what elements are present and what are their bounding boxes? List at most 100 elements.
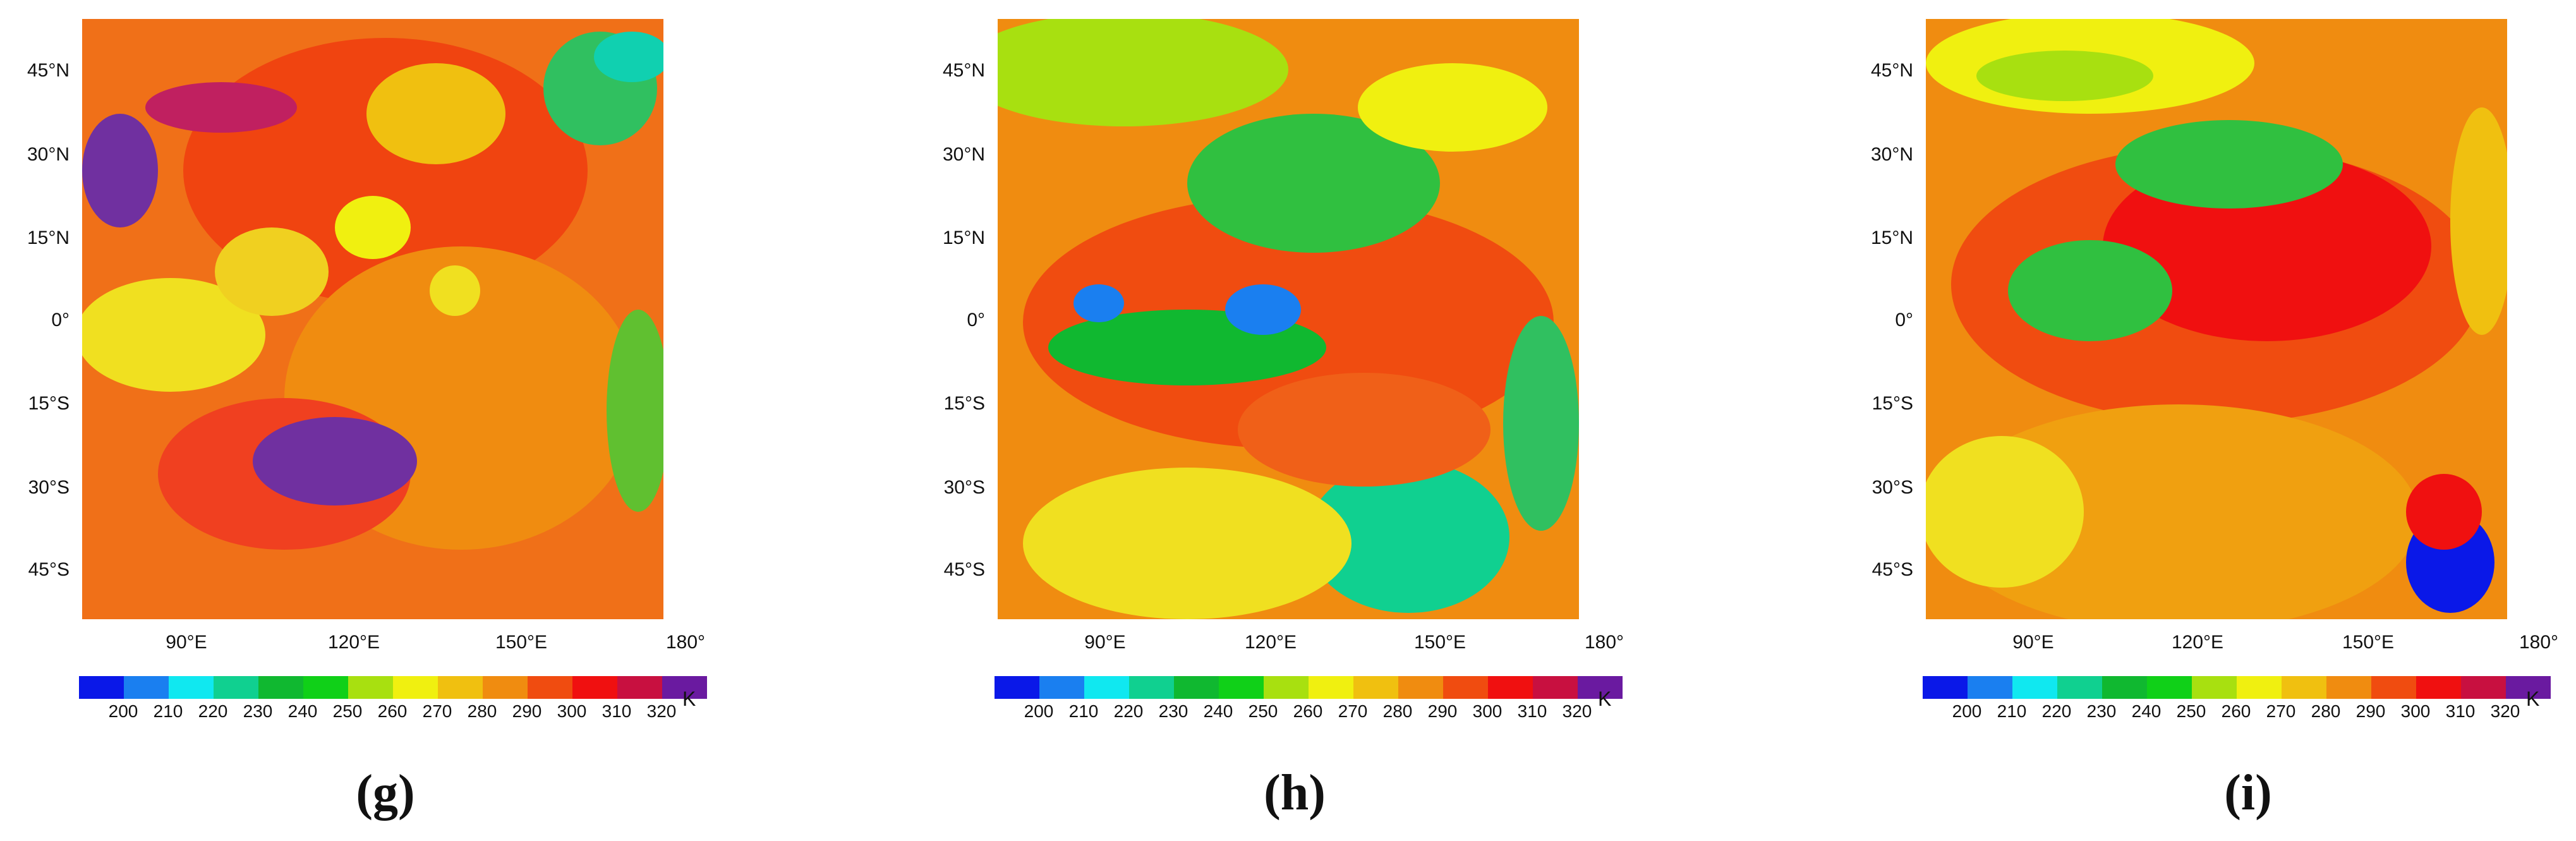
- colorbar-swatch: [1309, 676, 1353, 699]
- lon-label: 120°E: [1244, 632, 1297, 653]
- colorbar-swatch: [169, 676, 214, 699]
- colorbar-swatch: [214, 676, 258, 699]
- colorbar-tick-label: 270: [2266, 701, 2296, 721]
- panel-i: 45°N 30°N 15°N 0° 15°S 30°S 45°S 90°E 12…: [1717, 0, 2576, 841]
- lat-label: 30°S: [28, 477, 70, 498]
- lon-label: 120°E: [2171, 632, 2224, 653]
- colorbar-swatch: [1443, 676, 1488, 699]
- lat-label: 0°: [1895, 310, 1913, 330]
- lon-label: 90°E: [166, 632, 207, 653]
- colorbar-tick-label: 300: [1472, 701, 1503, 721]
- lat-label: 15°S: [943, 393, 985, 414]
- colorbar-swatch: [2192, 676, 2237, 699]
- colorbar-swatch: [2416, 676, 2461, 699]
- colorbar-swatch: [1488, 676, 1533, 699]
- colorbar-tick-label: 260: [2221, 701, 2251, 721]
- lon-label: 90°E: [1084, 632, 1126, 653]
- colorbar-swatch: [124, 676, 169, 699]
- colorbar-tick-label: 250: [1248, 701, 1278, 721]
- colorbar-tick-label: 290: [512, 701, 542, 721]
- colorbar-swatch: [1039, 676, 1084, 699]
- lat-label: 15°S: [28, 393, 70, 414]
- colorbar-tick-label: 210: [1068, 701, 1099, 721]
- panel-label: (g): [356, 765, 415, 821]
- colorbar-tick-label: 220: [2041, 701, 2072, 721]
- colorbar-swatch: [348, 676, 393, 699]
- colorbar-tick-label: 260: [1293, 701, 1323, 721]
- colorbar-tick-label: 310: [1517, 701, 1547, 721]
- colorbar-tick-label: 210: [1997, 701, 2027, 721]
- colorbar-unit: K: [2526, 687, 2540, 710]
- lat-label: 15°N: [1870, 227, 1913, 248]
- lon-label: 180°: [2519, 632, 2559, 653]
- colorbar-tick-label: 280: [1382, 701, 1413, 721]
- colorbar: [79, 676, 707, 699]
- lon-label: 120°E: [327, 632, 380, 653]
- temperature-map-i: [1926, 19, 2507, 619]
- colorbar-swatch: [2506, 676, 2551, 699]
- lon-label: 150°E: [495, 632, 548, 653]
- colorbar-tick-label: 320: [1562, 701, 1592, 721]
- colorbar-tick-label: 210: [153, 701, 183, 721]
- colorbar-swatch: [79, 676, 124, 699]
- colorbar-swatch: [1968, 676, 2012, 699]
- panel-g: 45°N 30°N 15°N 0° 15°S 30°S 45°S 90°E 12…: [0, 0, 859, 841]
- colorbar-tick-label: 270: [1338, 701, 1368, 721]
- colorbar-tick-label: 240: [287, 701, 318, 721]
- colorbar-swatch: [2102, 676, 2147, 699]
- colorbar-tick-label: 230: [243, 701, 273, 721]
- lat-label: 45°N: [27, 60, 70, 81]
- colorbar-swatch: [1264, 676, 1309, 699]
- colorbar-tick-label: 310: [602, 701, 632, 721]
- colorbar-swatch: [2461, 676, 2506, 699]
- colorbar-tick-label: 290: [2355, 701, 2386, 721]
- lat-label: 0°: [967, 310, 985, 330]
- colorbar-swatch: [438, 676, 483, 699]
- lon-label: 150°E: [2342, 632, 2395, 653]
- colorbar-swatch: [1923, 676, 1968, 699]
- colorbar-swatch: [2282, 676, 2326, 699]
- lon-label: 90°E: [2012, 632, 2054, 653]
- colorbar-swatch: [1578, 676, 1623, 699]
- panel-label: (i): [2224, 765, 2272, 821]
- colorbar-swatch: [1398, 676, 1443, 699]
- lon-label: 180°: [665, 632, 706, 653]
- colorbar-swatch: [617, 676, 662, 699]
- colorbar-unit: K: [1598, 687, 1612, 710]
- lat-label: 45°S: [28, 559, 70, 580]
- colorbar-tick-label: 280: [467, 701, 497, 721]
- colorbar-swatch: [662, 676, 707, 699]
- colorbar-tick-label: 230: [1158, 701, 1188, 721]
- temperature-map-g: [82, 19, 663, 619]
- colorbar-swatch: [1174, 676, 1219, 699]
- colorbar-tick-label: 260: [377, 701, 408, 721]
- lat-label: 15°S: [1872, 393, 1913, 414]
- colorbar-swatch: [2057, 676, 2102, 699]
- colorbar-swatch: [258, 676, 303, 699]
- colorbar-tick-label: 280: [2311, 701, 2341, 721]
- colorbar-tick-label: 320: [646, 701, 677, 721]
- lat-label: 30°N: [27, 144, 70, 165]
- colorbar-tick-label: 230: [2086, 701, 2117, 721]
- colorbar-tick-label: 310: [2445, 701, 2476, 721]
- colorbar-swatch: [528, 676, 572, 699]
- lat-label: 15°N: [27, 227, 70, 248]
- colorbar: [995, 676, 1623, 699]
- colorbar-tick-label: 220: [198, 701, 228, 721]
- colorbar-tick-label: 220: [1113, 701, 1144, 721]
- colorbar-tick-label: 300: [2400, 701, 2431, 721]
- lat-label: 15°N: [942, 227, 985, 248]
- lon-label: 180°: [1584, 632, 1624, 653]
- lat-label: 30°N: [1870, 144, 1913, 165]
- colorbar-tick-label: 250: [2176, 701, 2206, 721]
- colorbar-swatch: [2147, 676, 2192, 699]
- lat-label: 45°S: [943, 559, 985, 580]
- colorbar-tick-label: 200: [1024, 701, 1054, 721]
- colorbar: [1923, 676, 2551, 699]
- colorbar-swatch: [2326, 676, 2371, 699]
- colorbar-swatch: [1084, 676, 1129, 699]
- colorbar-unit: K: [682, 687, 696, 710]
- colorbar-tick-label: 320: [2490, 701, 2520, 721]
- colorbar-swatch: [483, 676, 528, 699]
- lat-label: 0°: [51, 310, 70, 330]
